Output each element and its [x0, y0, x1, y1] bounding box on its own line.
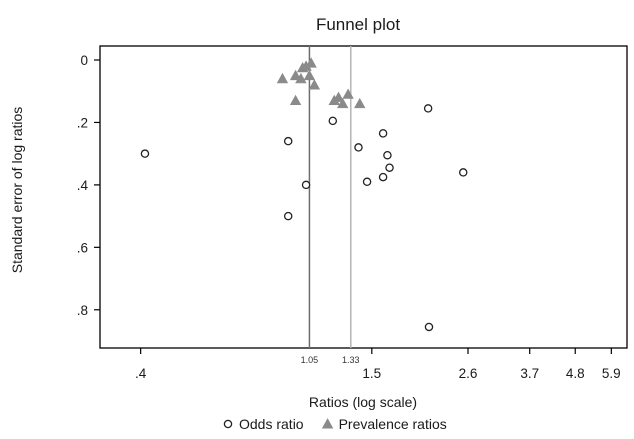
data-points — [140, 57, 468, 332]
x-axis-label: Ratios (log scale) — [309, 394, 417, 410]
legend-label: Odds ratio — [239, 416, 304, 432]
prevalence-ratio-point — [332, 91, 345, 102]
odds-ratio-point — [458, 168, 468, 177]
prevalence-ratio-point — [303, 69, 316, 81]
y-axis-label: Standard error of log ratios — [9, 107, 25, 274]
reference-line-label: 1.33 — [342, 355, 360, 365]
odds-ratio-point — [362, 177, 372, 187]
y-tick-label: .4 — [77, 178, 89, 193]
legend-marker-odds-ratio — [223, 419, 233, 429]
odds-ratio-point — [378, 172, 388, 182]
legend-label: Prevalence ratios — [339, 416, 447, 432]
y-tick-label: .8 — [77, 303, 88, 318]
odds-ratio-point — [423, 104, 433, 113]
y-tick-label: 0 — [80, 53, 88, 68]
x-tick-label: 4.8 — [566, 366, 585, 381]
x-tick-label: 3.7 — [520, 366, 539, 381]
prevalence-ratio-point — [305, 57, 317, 68]
x-tick-label: .4 — [135, 366, 147, 381]
odds-ratio-point — [383, 150, 392, 160]
prevalence-ratio-point — [295, 72, 307, 84]
odds-ratio-point — [354, 143, 363, 152]
prevalence-ratio-point — [289, 94, 302, 106]
plot-frame — [99, 45, 628, 349]
x-tick-label: 5.9 — [602, 366, 621, 381]
prevalence-ratio-point — [354, 97, 366, 109]
reference-line-label: 1.05 — [301, 355, 319, 365]
y-tick-label: .6 — [77, 240, 88, 255]
x-tick-label: 1.5 — [362, 366, 381, 381]
prevalence-ratio-point — [336, 97, 349, 109]
x-tick-label: 2.6 — [459, 366, 478, 381]
legend-marker-prevalence-ratios — [321, 418, 334, 429]
odds-ratio-point — [301, 180, 311, 190]
prevalence-ratio-point — [276, 72, 289, 84]
odds-ratio-point — [283, 211, 293, 221]
odds-ratio-point — [424, 322, 434, 332]
odds-ratio-point — [385, 163, 394, 172]
prevalence-ratio-point — [289, 69, 302, 81]
chart-title: Funnel plot — [316, 15, 400, 34]
y-axis: 0 .2 .4 .6 .8 — [77, 53, 100, 318]
x-axis: .4 1.5 2.6 3.7 4.8 5.9 — [135, 348, 621, 381]
odds-ratio-point — [328, 116, 338, 126]
odds-ratio-point — [140, 149, 150, 158]
y-tick-label: .2 — [77, 115, 88, 130]
odds-ratio-point — [378, 129, 388, 138]
prevalence-ratio-point — [342, 88, 354, 99]
odds-ratio-point — [283, 136, 293, 146]
legend: Odds ratio Prevalence ratios — [223, 416, 447, 432]
prevalence-ratio-point — [308, 79, 321, 90]
